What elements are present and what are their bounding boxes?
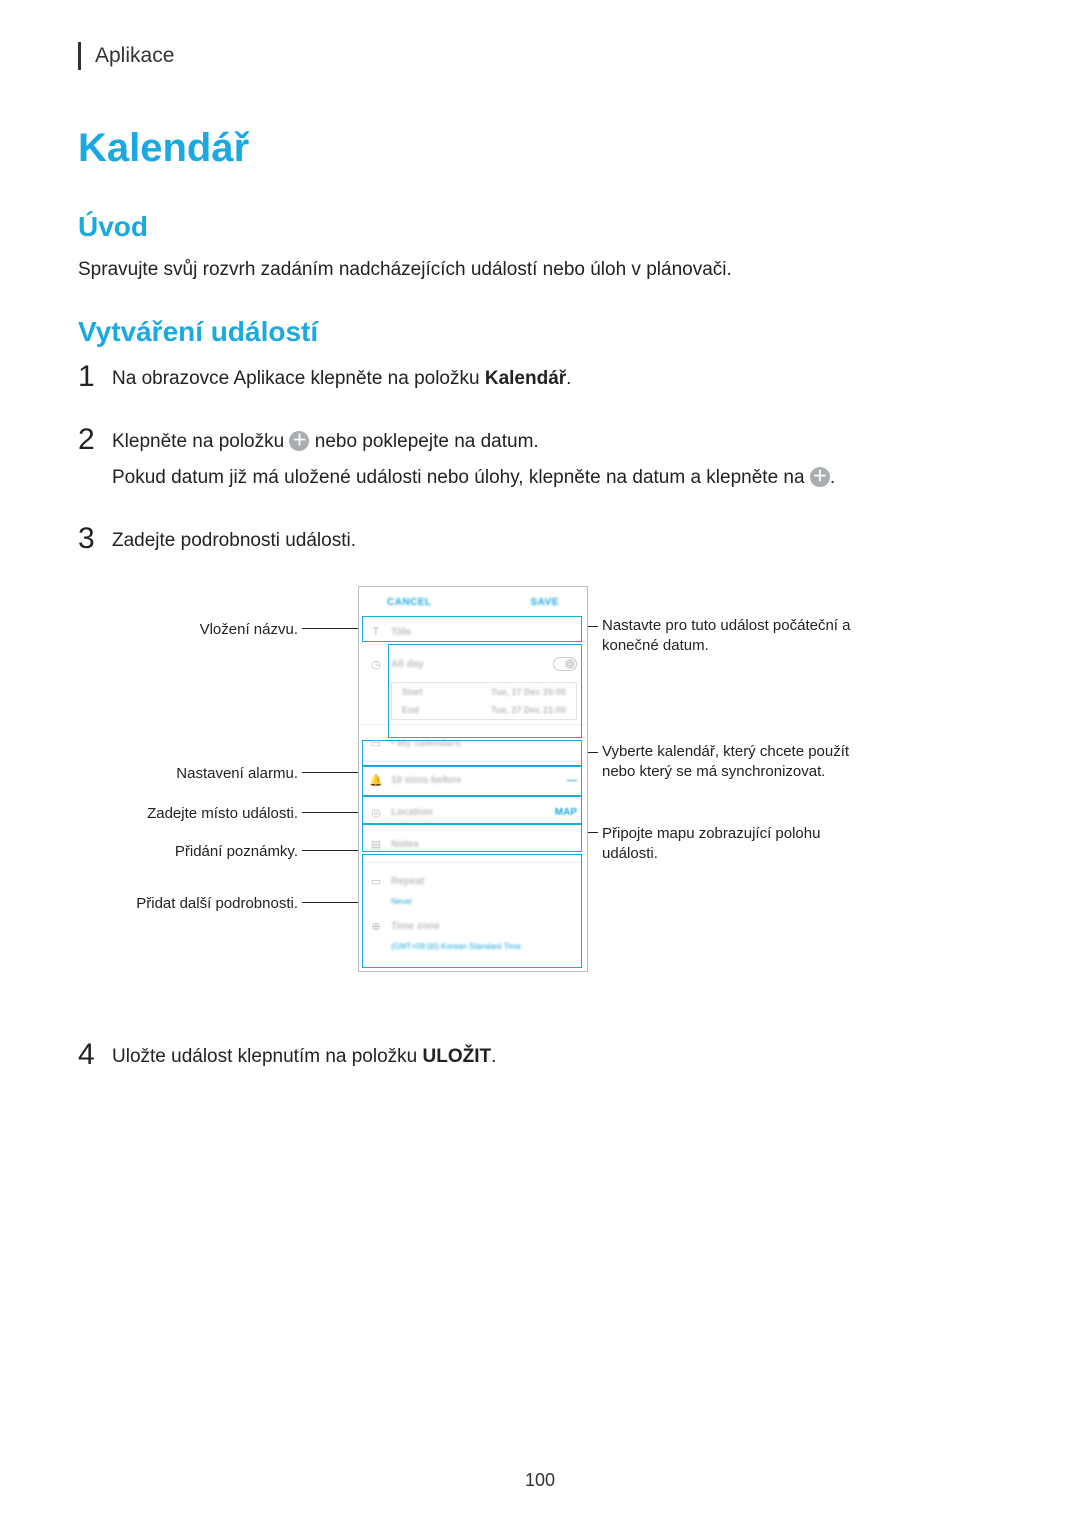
phone-timezone-row[interactable]: ⊕ Time zone <box>359 910 587 942</box>
step-number: 1 <box>78 360 112 400</box>
step4-pre: Uložte událost klepnutím na položku <box>112 1046 423 1067</box>
step1-post: . <box>566 368 571 389</box>
phone-allday-row[interactable]: ◷ All day <box>359 648 587 680</box>
steps-list: 1 Na obrazovce Aplikace klepněte na polo… <box>78 360 1002 562</box>
step4-bold: ULOŽIT <box>423 1046 492 1067</box>
calendar-icon: ▭ <box>369 737 383 750</box>
step1-bold: Kalendář <box>485 368 566 389</box>
callout-more: Přidat další podrobnosti. <box>78 894 298 914</box>
phone-calendar-row[interactable]: ▭ • My calendars <box>359 727 587 759</box>
step-4: 4 Uložte událost klepnutím na položku UL… <box>78 1038 1002 1078</box>
bell-icon: 🔔 <box>369 774 383 787</box>
step-number: 3 <box>78 522 112 562</box>
callout-title: Vložení názvu. <box>98 620 298 640</box>
phone-location-row[interactable]: ◎ Location MAP <box>359 796 587 828</box>
phone-alarm-row[interactable]: 🔔 10 mins before — <box>359 764 587 796</box>
allday-toggle[interactable] <box>553 657 577 671</box>
pin-icon: ◎ <box>369 806 383 819</box>
start-label: Start <box>402 687 423 697</box>
leader-line <box>302 850 358 851</box>
step4-post: . <box>491 1046 496 1067</box>
step2-d: . <box>830 467 835 488</box>
callout-note: Přidání poznámky. <box>98 842 298 862</box>
phone-save[interactable]: SAVE <box>531 597 560 608</box>
globe-icon: ⊕ <box>369 920 383 933</box>
breadcrumb-tab: Aplikace <box>78 42 1002 70</box>
map-badge[interactable]: MAP <box>555 807 577 818</box>
clock-icon: ◷ <box>369 658 383 671</box>
start-value: Tue, 27 Dec 20:00 <box>491 687 566 697</box>
phone-mockup: CANCEL SAVE T Title ◷ All day Start Tue,… <box>358 586 588 972</box>
leader-line <box>302 902 358 903</box>
event-editor-diagram: Vložení názvu. Nastavení alarmu. Zadejte… <box>78 586 1002 1006</box>
step2-a: Klepněte na položku <box>112 431 289 452</box>
callout-alarm: Nastavení alarmu. <box>98 764 298 784</box>
end-value: Tue, 27 Dec 21:00 <box>491 705 566 715</box>
section-intro-heading: Úvod <box>78 211 1002 243</box>
step-number: 2 <box>78 423 112 500</box>
step-1: 1 Na obrazovce Aplikace klepněte na polo… <box>78 360 1002 400</box>
callout-dates: Nastavte pro tuto událost počáteční a ko… <box>602 616 862 657</box>
phone-allday-text: All day <box>391 659 424 670</box>
alarm-badge: — <box>567 775 577 786</box>
phone-calendar-text: • My calendars <box>391 738 461 749</box>
page-title: Kalendář <box>78 126 1002 171</box>
phone-title-text: Title <box>391 627 411 638</box>
plus-icon: ＋ <box>810 467 830 487</box>
phone-start-row[interactable]: Start Tue, 27 Dec 20:00 <box>392 683 576 701</box>
phone-cancel[interactable]: CANCEL <box>387 597 432 608</box>
leader-line <box>302 772 358 773</box>
note-icon: ▤ <box>369 838 383 851</box>
leader-line <box>302 812 358 813</box>
phone-repeat-text: Repeat <box>391 876 424 887</box>
step3-text: Zadejte podrobnosti události. <box>112 526 356 556</box>
text-icon: T <box>369 626 383 638</box>
section-create-heading: Vytváření událostí <box>78 316 1002 348</box>
callout-map: Připojte mapu zobrazující polohu událost… <box>602 824 862 865</box>
step-2: 2 Klepněte na položku ＋ nebo poklepejte … <box>78 423 1002 500</box>
phone-repeat-row[interactable]: ▭ Repeat <box>359 865 587 897</box>
step2-c: Pokud datum již má uložené události nebo… <box>112 467 810 488</box>
phone-notes-text: Notes <box>391 839 419 850</box>
end-label: End <box>402 705 419 715</box>
repeat-icon: ▭ <box>369 875 383 888</box>
step-number: 4 <box>78 1038 112 1078</box>
phone-timezone-text: Time zone <box>391 921 440 932</box>
phone-alarm-text: 10 mins before <box>391 775 462 786</box>
step1-pre: Na obrazovce Aplikace klepněte na položk… <box>112 368 485 389</box>
callout-calendar: Vyberte kalendář, který chcete použít ne… <box>602 742 862 783</box>
phone-timezone-sub: (GMT+09:00) Korean Standard Time <box>359 942 587 955</box>
phone-end-row[interactable]: End Tue, 27 Dec 21:00 <box>392 701 576 719</box>
intro-body: Spravujte svůj rozvrh zadáním nadcházejí… <box>78 255 1002 284</box>
breadcrumb: Aplikace <box>95 44 174 68</box>
step-3: 3 Zadejte podrobnosti události. <box>78 522 1002 562</box>
phone-notes-row[interactable]: ▤ Notes <box>359 828 587 860</box>
phone-location-text: Location <box>391 807 433 818</box>
page-number: 100 <box>0 1470 1080 1491</box>
phone-title-row[interactable]: T Title <box>359 616 587 648</box>
step2-b: nebo poklepejte na datum. <box>315 431 539 452</box>
phone-repeat-sub: Never <box>359 897 587 910</box>
callout-location: Zadejte místo události. <box>78 804 298 824</box>
plus-icon: ＋ <box>289 431 309 451</box>
phone-date-box: Start Tue, 27 Dec 20:00 End Tue, 27 Dec … <box>391 682 577 720</box>
